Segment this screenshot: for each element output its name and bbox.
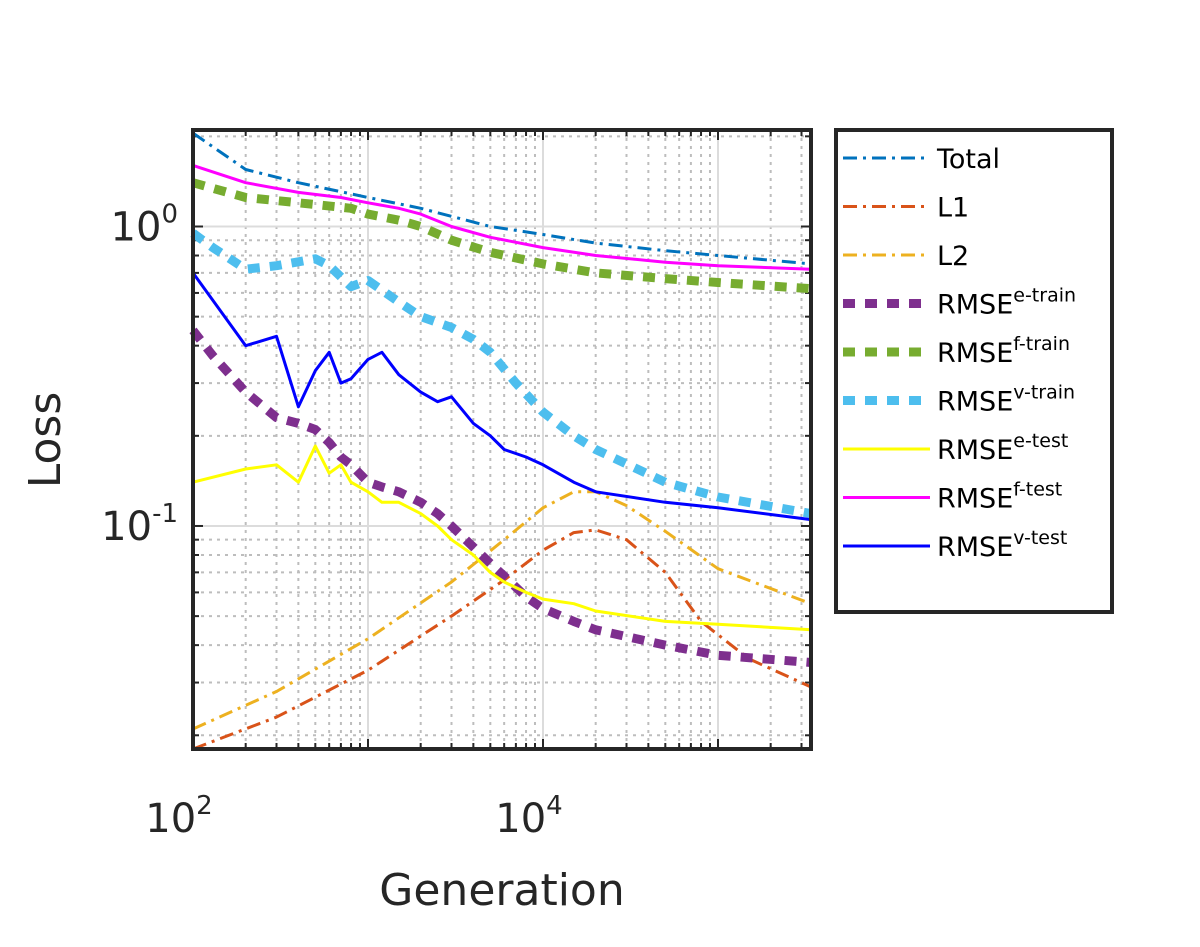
series-line-l1 bbox=[192, 528, 812, 751]
y-tick-label: 100 bbox=[111, 199, 178, 250]
x-tick-label: 104 bbox=[495, 791, 562, 842]
series-line-total bbox=[192, 131, 812, 266]
legend-box bbox=[834, 128, 1114, 614]
series-line-l2 bbox=[192, 490, 812, 731]
x-axis-label: Generation bbox=[379, 865, 624, 916]
x-tick-label: 102 bbox=[145, 791, 212, 842]
legend-label-e-train: RMSEe-train bbox=[937, 285, 1076, 321]
series-lines bbox=[189, 131, 812, 751]
legend-label-l2: L2 bbox=[937, 241, 969, 272]
legend-label-total: Total bbox=[936, 144, 1000, 175]
legend-label-v-test: RMSEv-test bbox=[937, 527, 1067, 563]
series-line-v-test bbox=[191, 272, 812, 522]
legend-label-f-train: RMSEf-train bbox=[937, 333, 1070, 369]
y-axis-label: Loss bbox=[20, 392, 71, 489]
series-line-e-test bbox=[192, 444, 812, 632]
series-line-f-train bbox=[191, 178, 812, 294]
legend-label-v-train: RMSEv-train bbox=[937, 382, 1075, 418]
series-line-e-train bbox=[189, 327, 812, 667]
legend-label-e-test: RMSEe-test bbox=[937, 430, 1068, 466]
x-tick-labels: 102 104 bbox=[145, 791, 562, 842]
legend-label-f-test: RMSEf-test bbox=[937, 479, 1062, 515]
series-line-f-test bbox=[192, 163, 812, 271]
plot-frame bbox=[191, 128, 813, 751]
legend-label-l1: L1 bbox=[937, 193, 969, 224]
grid bbox=[192, 130, 811, 749]
y-tick-label: 10-1 bbox=[101, 499, 178, 550]
legend: Total L1 L2 RMSEe-train RMSEf-train RMSEv-tra… bbox=[834, 128, 1114, 614]
y-tick-labels: 100 10-1 bbox=[101, 199, 178, 549]
